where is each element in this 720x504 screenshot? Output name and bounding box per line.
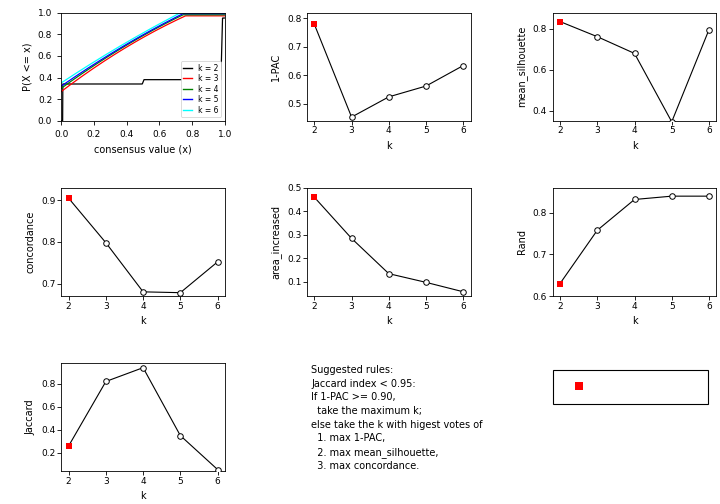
Bar	[553, 369, 708, 404]
X-axis label: k: k	[386, 316, 392, 326]
Y-axis label: area_increased: area_increased	[271, 205, 282, 279]
X-axis label: k: k	[140, 316, 146, 326]
Text: best k: best k	[598, 382, 630, 391]
Y-axis label: P(X <= x): P(X <= x)	[22, 42, 32, 91]
X-axis label: k: k	[631, 316, 637, 326]
Y-axis label: concordance: concordance	[26, 211, 36, 273]
Y-axis label: Jaccard: Jaccard	[26, 399, 36, 435]
X-axis label: k: k	[140, 491, 146, 501]
X-axis label: k: k	[631, 141, 637, 151]
Y-axis label: Rand: Rand	[517, 229, 527, 255]
Text: Suggested rules:
Jaccard index < 0.95:
If 1-PAC >= 0.90,
  take the maximum k;
e: Suggested rules: Jaccard index < 0.95: I…	[311, 365, 482, 471]
Legend: k = 2, k = 3, k = 4, k = 5, k = 6: k = 2, k = 3, k = 4, k = 5, k = 6	[181, 61, 221, 117]
X-axis label: consensus value (x): consensus value (x)	[94, 144, 192, 154]
Y-axis label: 1-PAC: 1-PAC	[271, 52, 282, 81]
Y-axis label: mean_silhouette: mean_silhouette	[516, 26, 527, 107]
X-axis label: k: k	[386, 141, 392, 151]
